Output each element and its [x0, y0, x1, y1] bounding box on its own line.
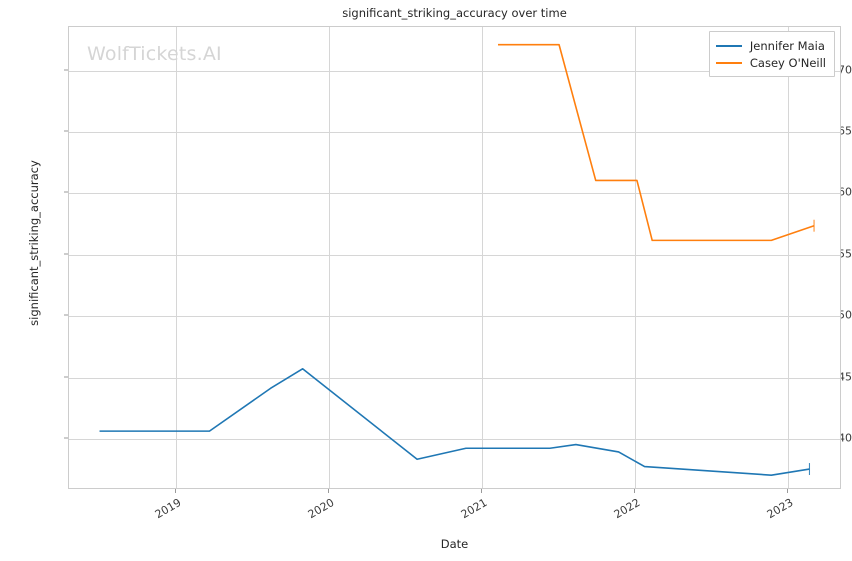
legend-label: Casey O'Neill	[749, 55, 826, 70]
y-tick-mark	[64, 437, 68, 439]
gridline-y-0.45	[69, 377, 840, 379]
gridline-y-0.70	[69, 70, 840, 72]
gridline-x-2019	[176, 27, 178, 488]
x-tick-mark	[328, 489, 330, 493]
y-tick-mark	[64, 130, 68, 132]
legend-label: Jennifer Maia	[749, 38, 825, 53]
legend-swatch-icon	[715, 61, 742, 64]
gridline-y-0.50	[69, 316, 840, 318]
y-tick-mark	[64, 191, 68, 193]
plot-area: WolfTickets.AI Jennifer Maia Casey O'Neil…	[68, 26, 841, 489]
series-lines	[99, 43, 815, 476]
legend-swatch-icon	[715, 44, 742, 47]
x-tick-2022: 2022	[612, 496, 643, 522]
x-tick-mark	[481, 489, 483, 493]
x-tick-mark	[634, 489, 636, 493]
x-tick-2023: 2023	[765, 496, 796, 522]
y-tick-mark	[64, 376, 68, 378]
legend: Jennifer Maia Casey O'Neill	[708, 31, 835, 77]
series-line-jennifer-maia	[99, 367, 810, 476]
x-axis-label: Date	[440, 537, 469, 551]
y-tick-mark	[64, 69, 68, 71]
gridline-x-2023	[788, 27, 790, 488]
x-tick-mark	[787, 489, 789, 493]
gridline-y-0.40	[69, 439, 840, 441]
y-tick-mark	[64, 314, 68, 316]
chart-title: significant_striking_accuracy over time	[342, 6, 567, 20]
legend-item-0[interactable]: Jennifer Maia	[715, 37, 826, 54]
gridline-y-0.60	[69, 193, 840, 195]
x-tick-mark	[175, 489, 177, 493]
gridline-y-0.55	[69, 254, 840, 256]
gridline-y-0.65	[69, 132, 840, 133]
y-axis-label: significant_striking_accuracy	[27, 160, 41, 326]
x-tick-2021: 2021	[459, 496, 490, 522]
x-tick-2020: 2020	[305, 496, 337, 522]
gridline-x-2022	[635, 27, 637, 488]
series-line-casey-o-neill	[498, 43, 815, 242]
y-tick-mark	[64, 253, 68, 255]
gridline-x-2021	[482, 27, 484, 488]
gridline-x-2020	[329, 27, 331, 488]
legend-item-1[interactable]: Casey O'Neill	[715, 54, 826, 71]
x-tick-2019: 2019	[152, 496, 184, 522]
